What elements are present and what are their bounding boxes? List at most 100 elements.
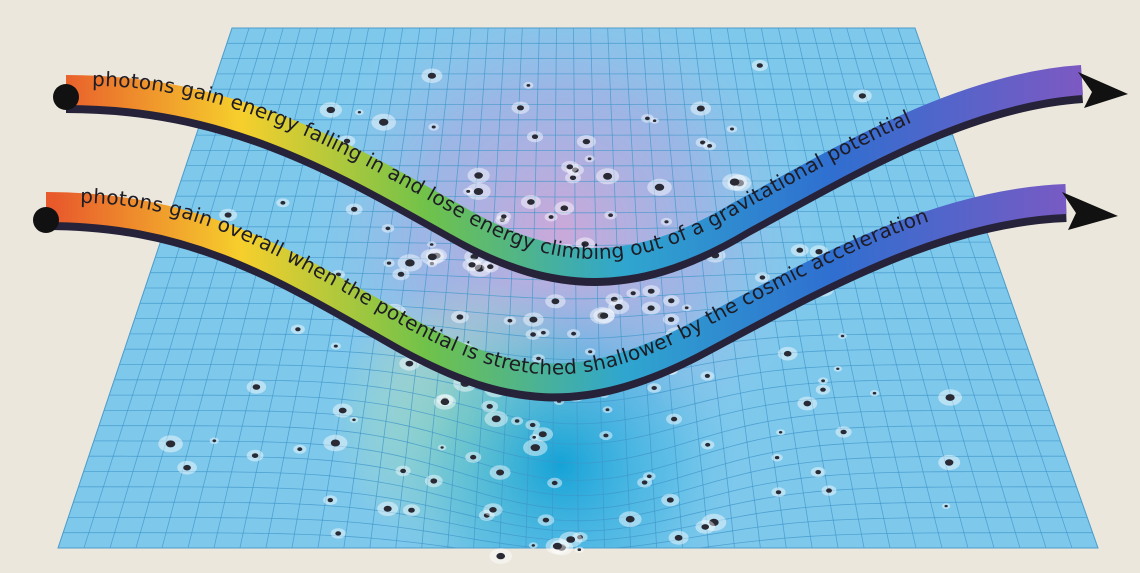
galaxy-core <box>610 296 618 302</box>
grid-line-horizontal <box>68 517 1088 548</box>
grid-line-horizontal <box>88 455 1066 510</box>
galaxy-core <box>587 157 592 161</box>
galaxy-icon <box>381 224 395 233</box>
galaxy-core <box>496 469 505 476</box>
galaxy-icon <box>428 123 440 131</box>
grid-line-horizontal <box>129 333 1023 361</box>
galaxy-core <box>542 517 550 523</box>
galaxy-icon <box>751 59 768 72</box>
galaxy-icon <box>377 501 399 516</box>
arrowhead-bottom-icon <box>1062 192 1118 230</box>
galaxy-core <box>379 118 389 126</box>
galaxy-icon <box>599 430 613 441</box>
galaxy-core <box>756 63 763 68</box>
galaxy-icon <box>565 172 581 184</box>
galaxy-icon <box>815 384 831 395</box>
galaxy-core <box>945 459 954 466</box>
galaxy-icon <box>520 195 541 209</box>
galaxy-core <box>383 505 392 512</box>
galaxy-icon <box>537 328 550 338</box>
galaxy-icon <box>433 394 456 410</box>
galaxy-icon <box>584 155 595 163</box>
galaxy-icon <box>663 295 680 307</box>
galaxy-icon <box>790 244 809 257</box>
galaxy-core <box>335 531 342 536</box>
galaxy-core <box>566 164 574 170</box>
galaxy-icon <box>661 493 680 507</box>
galaxy-core <box>603 172 613 180</box>
galaxy-icon <box>397 254 423 272</box>
grid-line-horizontal <box>119 364 1034 404</box>
galaxy-icon <box>596 168 620 185</box>
galaxy-icon <box>246 449 264 462</box>
galaxy-core <box>666 497 674 503</box>
galaxy-icon <box>559 531 583 548</box>
galaxy-icon <box>608 299 630 315</box>
galaxy-icon <box>467 167 490 184</box>
galaxy-icon <box>584 348 596 356</box>
galaxy-icon <box>355 109 364 116</box>
galaxy-core <box>343 138 351 144</box>
galaxy-icon <box>700 371 715 381</box>
galaxy-icon <box>426 259 438 268</box>
galaxy-core <box>775 490 782 495</box>
galaxy-core <box>473 188 484 195</box>
galaxy-icon <box>158 435 183 453</box>
galaxy-icon <box>695 137 710 148</box>
galaxy-core <box>429 243 434 246</box>
galaxy-icon <box>547 477 563 489</box>
galaxy-icon <box>853 89 872 103</box>
grid-line-horizontal <box>165 226 985 230</box>
galaxy-icon <box>797 396 818 411</box>
galaxy-core <box>548 215 554 219</box>
galaxy-icon <box>392 268 410 281</box>
galaxy-core <box>796 247 804 253</box>
galaxy-icon <box>835 426 852 438</box>
galaxy-core <box>385 226 391 231</box>
galaxy-icon <box>647 383 662 393</box>
galaxy-core <box>335 272 341 277</box>
galaxy-core <box>466 189 471 193</box>
grid-line-horizontal <box>98 425 1055 481</box>
galaxy-icon <box>482 261 499 273</box>
ribbon-top-band <box>65 65 1084 278</box>
galaxy-icon <box>726 125 738 133</box>
galaxy-core <box>552 542 562 550</box>
galaxy-core <box>330 439 340 447</box>
galaxy-icon <box>810 467 826 478</box>
galaxy-core <box>577 548 582 551</box>
galaxy-icon <box>545 294 566 309</box>
galaxy-icon <box>489 465 511 480</box>
galaxy-icon <box>532 354 545 363</box>
galaxy-core <box>696 105 705 112</box>
galaxy-icon <box>489 548 512 564</box>
galaxy-icon <box>593 308 615 324</box>
galaxy-core <box>357 111 361 114</box>
galaxy-icon <box>755 272 770 283</box>
galaxy-core <box>674 534 683 541</box>
galaxy-core <box>582 138 591 145</box>
galaxy-core <box>614 303 623 310</box>
galaxy-icon <box>523 439 548 456</box>
galaxy-core <box>652 119 657 122</box>
galaxy-icon <box>437 444 447 451</box>
galaxy-icon <box>662 313 680 326</box>
galaxy-core <box>541 330 546 335</box>
galaxy-core <box>654 183 665 191</box>
sheet-outline <box>57 27 1099 549</box>
galaxy-core <box>840 334 845 338</box>
grid-line-horizontal <box>104 410 1050 464</box>
galaxy-icon <box>605 293 624 306</box>
galaxy-icon <box>695 520 715 534</box>
galaxy-core <box>351 206 358 212</box>
galaxy-core <box>532 435 536 439</box>
galaxy-core <box>297 447 303 452</box>
galaxy-core <box>252 384 261 390</box>
galaxy-core <box>427 72 436 79</box>
galaxy-core <box>212 439 217 443</box>
galaxy-icon <box>330 342 341 350</box>
galaxy-icon <box>941 503 951 509</box>
ribbon-bottom-band <box>45 184 1067 394</box>
galaxy-icon <box>576 135 596 149</box>
